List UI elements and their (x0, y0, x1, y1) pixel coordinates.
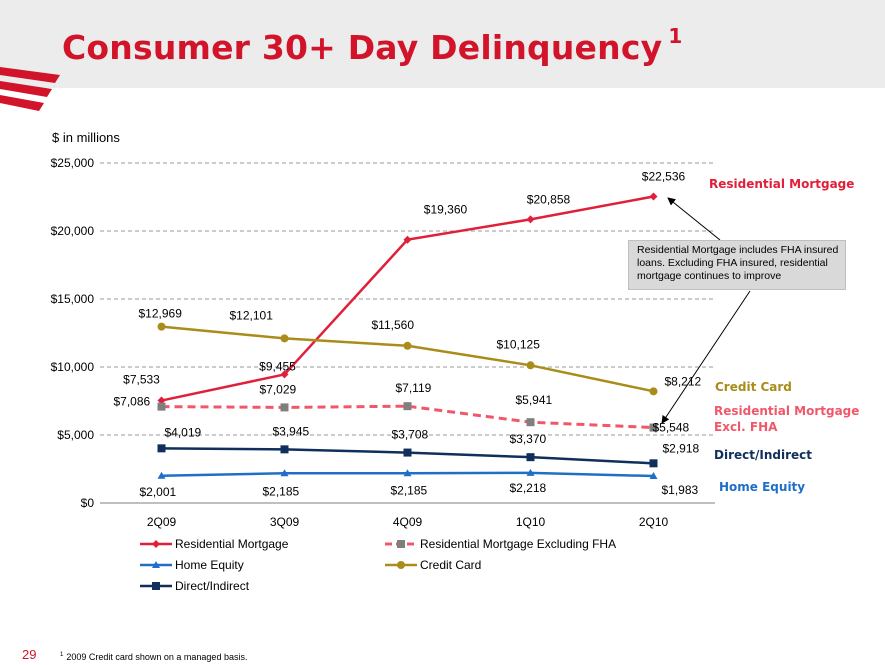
callout-arrow (661, 290, 751, 424)
page-number: 29 (22, 647, 37, 662)
x-tick-label: 4Q09 (393, 515, 423, 529)
series-end-label: Residential Mortgage (709, 177, 854, 191)
data-point (649, 472, 658, 480)
data-point (526, 468, 535, 476)
data-label: $12,969 (139, 307, 183, 321)
legend-label: Residential Mortgage Excluding FHA (420, 537, 616, 551)
x-tick-label: 3Q09 (270, 515, 300, 529)
data-point (280, 403, 289, 412)
series-end-label: Home Equity (719, 480, 805, 494)
callout-box: Residential Mortgage includes FHA insure… (628, 240, 846, 290)
legend-marker (152, 582, 160, 590)
data-label: $10,125 (497, 337, 541, 351)
y-tick-label: $15,000 (51, 292, 95, 306)
header-bar (0, 0, 885, 88)
data-label: $1,983 (662, 483, 699, 497)
data-point (526, 361, 535, 370)
data-point (526, 453, 535, 462)
callout-arrow (667, 197, 721, 241)
y-tick-label: $25,000 (51, 156, 95, 170)
data-point (157, 471, 166, 479)
legend-marker (397, 561, 405, 569)
data-label: $3,945 (273, 424, 310, 438)
legend-label: Home Equity (175, 558, 244, 572)
data-point (157, 396, 166, 405)
x-tick-label: 1Q10 (516, 515, 546, 529)
data-point (649, 423, 658, 432)
data-point (280, 469, 289, 477)
data-label: $8,212 (665, 374, 702, 388)
data-point (157, 322, 166, 331)
data-label: $4,019 (165, 425, 202, 439)
footnote: 1 2009 Credit card shown on a managed bas… (60, 652, 248, 662)
legend-marker (397, 540, 405, 548)
units-label: $ in millions (52, 130, 120, 145)
data-point (280, 334, 289, 343)
data-label: $2,185 (263, 484, 300, 498)
data-label: $2,001 (140, 485, 177, 499)
data-point (157, 444, 166, 453)
data-label: $3,370 (510, 432, 547, 446)
data-label: $7,086 (114, 395, 151, 409)
series-end-label: Residential Mortgage Excl. FHA (714, 404, 859, 434)
data-point (280, 370, 289, 379)
data-label: $2,185 (391, 483, 428, 497)
data-label: $2,918 (663, 441, 700, 455)
series-end-label: Direct/Indirect (714, 448, 812, 462)
data-point (649, 192, 658, 201)
data-label: $7,119 (396, 381, 432, 395)
data-label: $7,533 (123, 373, 160, 387)
data-label: $20,858 (527, 192, 571, 206)
data-label: $9,455 (259, 359, 296, 373)
x-tick-label: 2Q09 (147, 515, 177, 529)
data-label: $5,548 (653, 421, 690, 435)
data-label: $2,218 (510, 481, 547, 495)
data-point (403, 469, 412, 477)
data-label: $5,941 (516, 393, 553, 407)
legend-label: Direct/Indirect (175, 579, 250, 593)
data-point (649, 387, 658, 396)
data-point (280, 445, 289, 454)
data-point (157, 402, 166, 411)
data-label: $7,029 (260, 382, 297, 396)
y-tick-label: $20,000 (51, 224, 95, 238)
data-label: $19,360 (424, 203, 468, 217)
data-label: $22,536 (642, 170, 686, 184)
data-point (403, 402, 412, 411)
data-label: $12,101 (230, 308, 274, 322)
bank-logo (0, 67, 60, 111)
series-line (161, 404, 654, 430)
y-tick-label: $0 (81, 496, 95, 510)
legend-label: Residential Mortgage (175, 537, 289, 551)
page-title: Consumer 30+ Day Delinquency 1 (62, 24, 683, 67)
legend-label: Credit Card (420, 558, 481, 572)
legend-marker (152, 561, 160, 568)
legend-marker (152, 540, 160, 548)
x-tick-label: 2Q10 (639, 515, 669, 529)
series-end-label: Credit Card (715, 380, 792, 394)
data-point (403, 341, 412, 350)
data-label: $3,708 (392, 428, 429, 442)
data-point (403, 448, 412, 457)
y-tick-label: $10,000 (51, 360, 95, 374)
data-point (649, 459, 658, 468)
data-point (526, 215, 535, 224)
data-point (526, 418, 535, 427)
y-tick-label: $5,000 (57, 428, 94, 442)
data-label: $11,560 (372, 318, 415, 332)
data-point (403, 235, 412, 244)
